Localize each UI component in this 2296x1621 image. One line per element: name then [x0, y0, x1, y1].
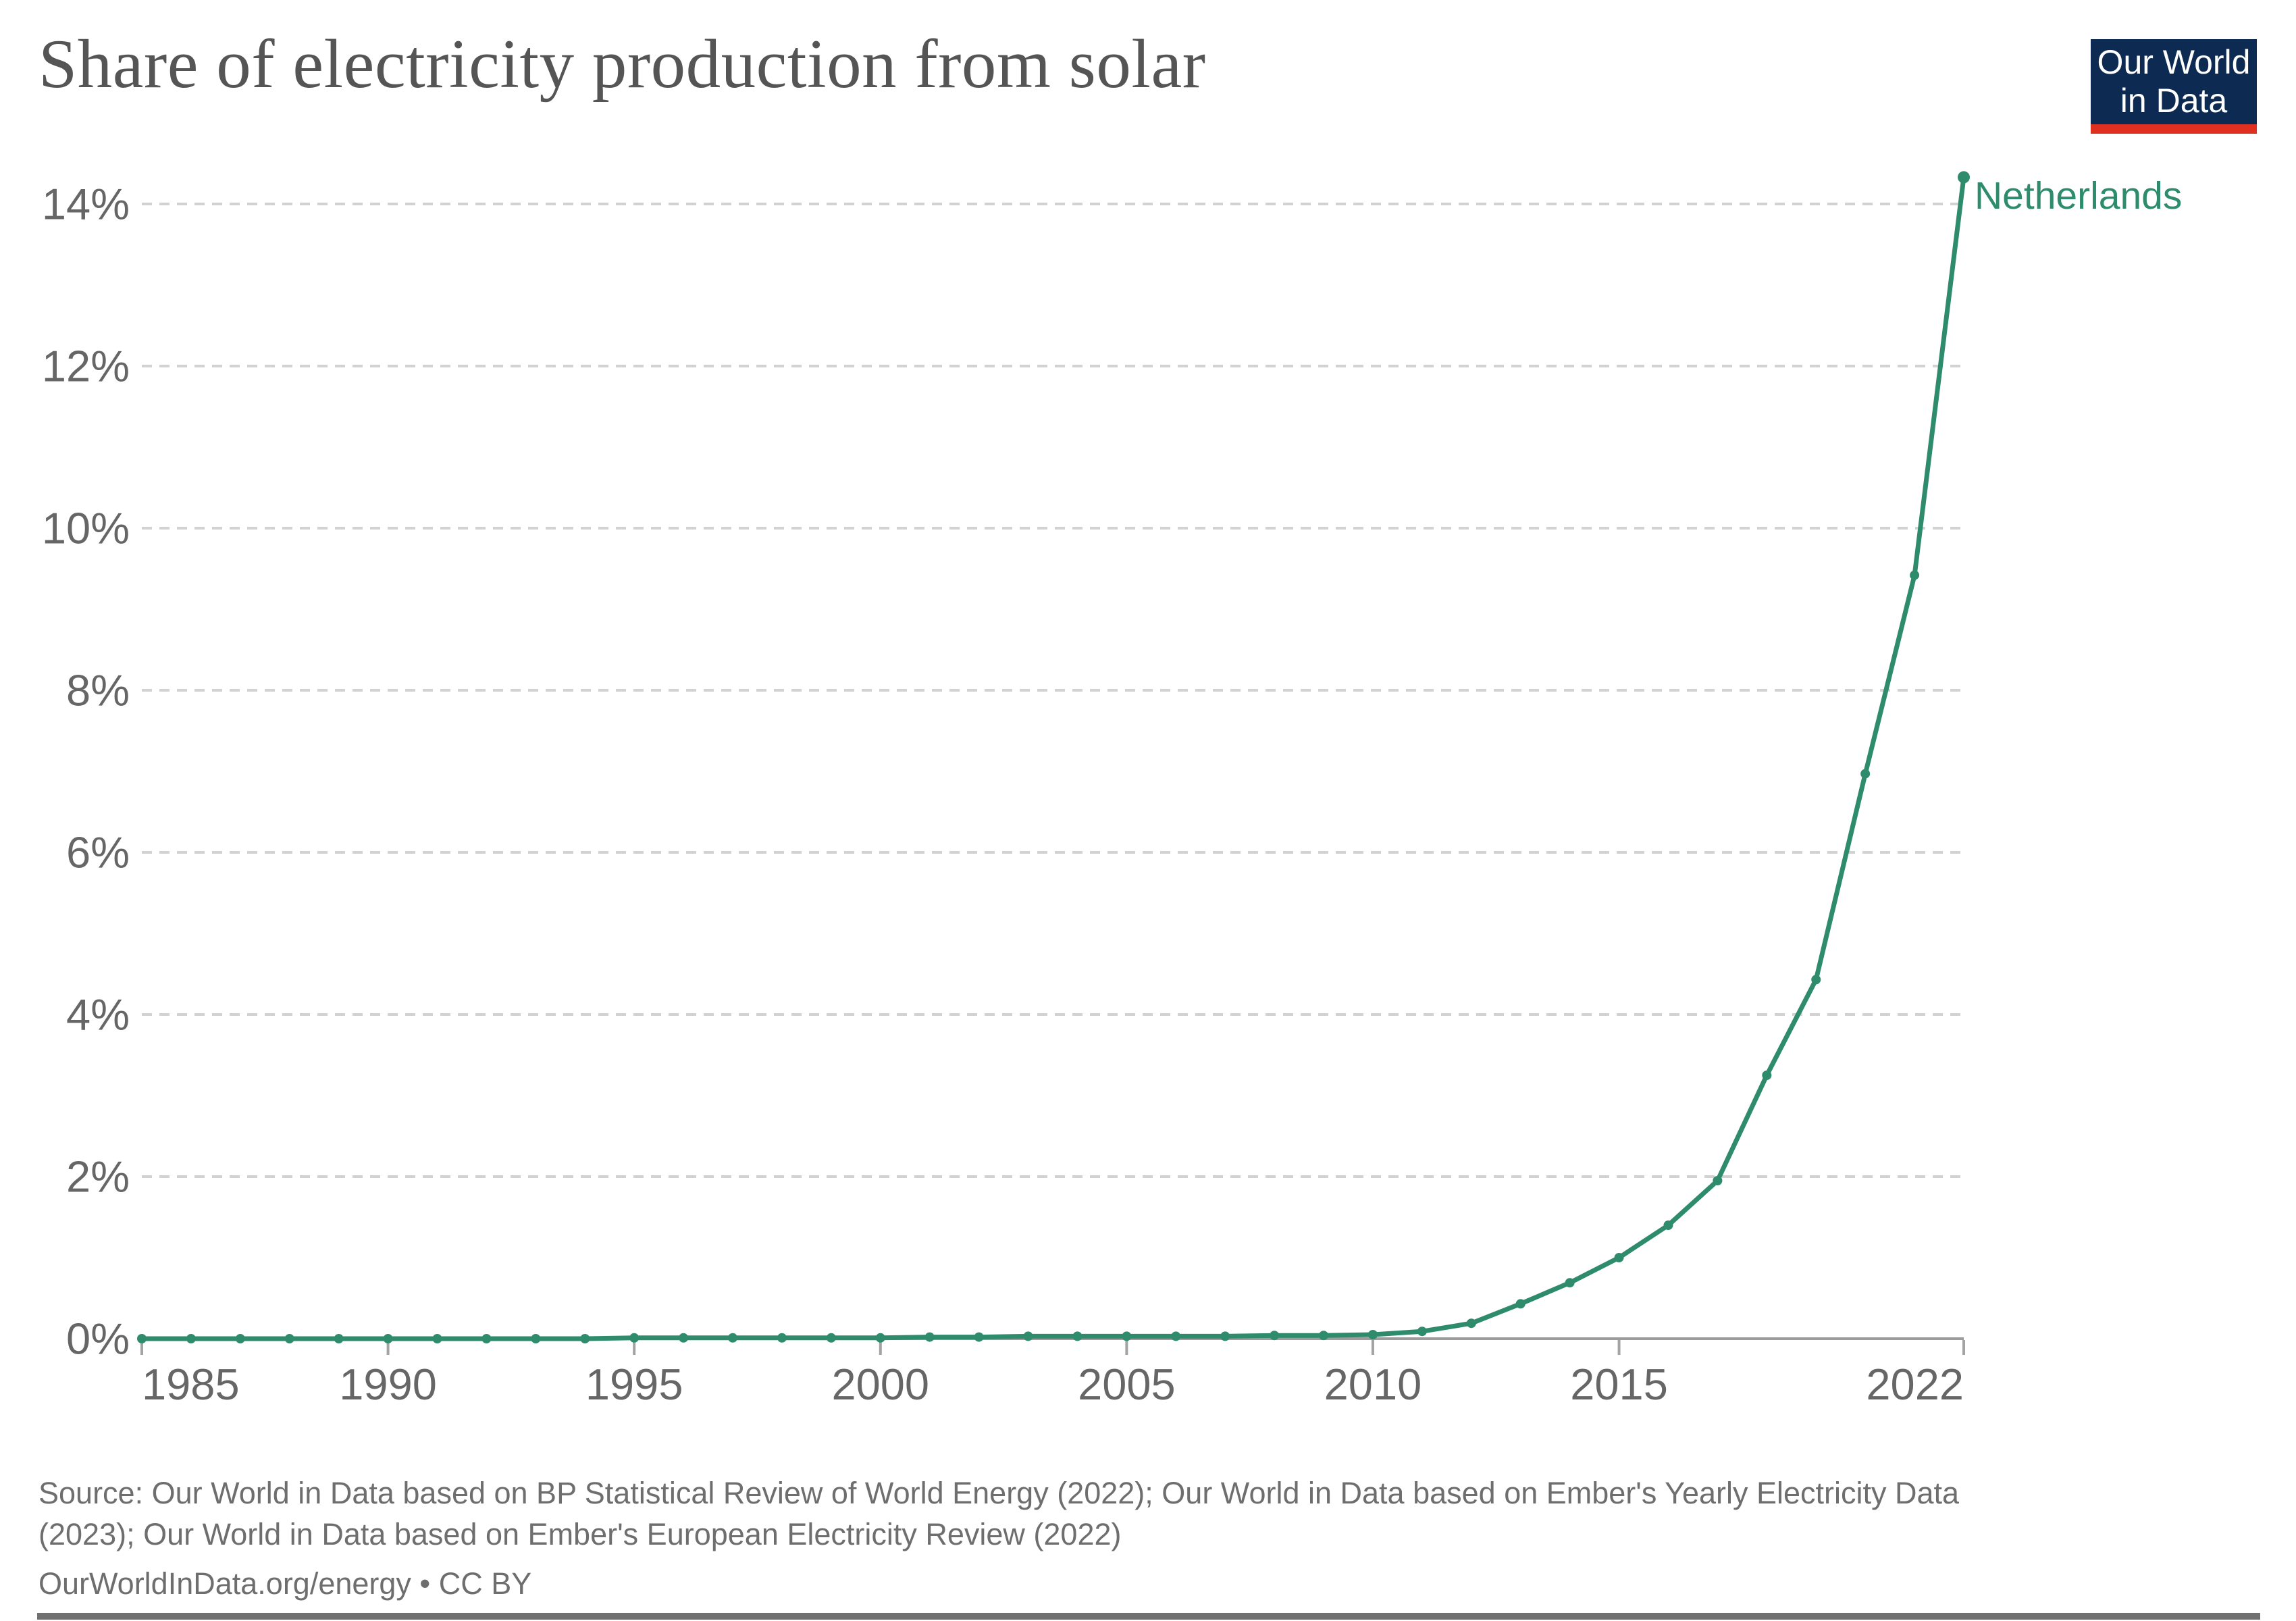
- data-point-2005[interactable]: [1122, 1331, 1132, 1341]
- data-point-2021[interactable]: [1910, 570, 1920, 580]
- data-point-2022[interactable]: [1958, 171, 1970, 184]
- series-label-netherlands[interactable]: Netherlands: [1975, 174, 2182, 217]
- data-point-1986[interactable]: [186, 1334, 196, 1343]
- y-axis-label-14pct: 14%: [42, 180, 130, 229]
- data-point-1990[interactable]: [383, 1334, 393, 1343]
- x-axis-label-1995: 1995: [585, 1360, 683, 1409]
- series-line-netherlands[interactable]: [139, 174, 1966, 1341]
- data-point-1998[interactable]: [777, 1333, 787, 1343]
- data-point-2010[interactable]: [1367, 1330, 1378, 1339]
- data-point-2011[interactable]: [1417, 1327, 1427, 1337]
- y-axis-label-8pct: 8%: [66, 666, 130, 715]
- y-axis-label-10pct: 10%: [42, 504, 130, 553]
- owid-logo[interactable]: Our World in Data: [2091, 39, 2257, 134]
- x-axis-label-2010: 2010: [1324, 1360, 1422, 1409]
- y-axis-label-2pct: 2%: [66, 1152, 130, 1202]
- data-point-2003[interactable]: [1023, 1331, 1033, 1341]
- y-axis-label-12pct: 12%: [42, 342, 130, 391]
- data-point-1987[interactable]: [235, 1334, 245, 1343]
- data-point-2016[interactable]: [1663, 1220, 1673, 1230]
- data-point-1997[interactable]: [728, 1333, 738, 1343]
- data-point-1994[interactable]: [580, 1334, 590, 1343]
- data-point-2009[interactable]: [1319, 1331, 1329, 1341]
- x-axis-label-2015: 2015: [1570, 1360, 1668, 1409]
- owid-logo-red-stripe: [2091, 124, 2257, 134]
- x-axis-label-2022: 2022: [1866, 1360, 1964, 1409]
- x-axis-label-1990: 1990: [339, 1360, 437, 1409]
- data-point-2000[interactable]: [875, 1333, 885, 1343]
- x-axis-label-1985: 1985: [142, 1360, 240, 1409]
- source-note: Source: Our World in Data based on BP St…: [38, 1472, 2260, 1604]
- page-title: Share of electricity production from sol…: [38, 26, 1206, 103]
- data-point-2007[interactable]: [1220, 1331, 1230, 1341]
- data-point-1988[interactable]: [284, 1334, 294, 1343]
- data-point-2018[interactable]: [1762, 1071, 1772, 1080]
- source-line-1: Source: Our World in Data based on BP St…: [38, 1476, 1960, 1510]
- data-point-2006[interactable]: [1171, 1331, 1181, 1341]
- data-point-2017[interactable]: [1713, 1176, 1723, 1185]
- data-point-1992[interactable]: [481, 1334, 492, 1343]
- source-license-line[interactable]: OurWorldInData.org/energy • CC BY: [38, 1566, 532, 1601]
- x-axis-label-2005: 2005: [1078, 1360, 1176, 1409]
- y-axis-label-6pct: 6%: [66, 828, 130, 877]
- data-point-1989[interactable]: [334, 1334, 344, 1343]
- data-point-2014[interactable]: [1565, 1278, 1575, 1288]
- y-axis-label-0pct: 0%: [66, 1314, 130, 1364]
- data-point-2013[interactable]: [1515, 1299, 1525, 1309]
- data-point-2020[interactable]: [1860, 769, 1871, 779]
- data-point-2002[interactable]: [974, 1332, 984, 1342]
- data-point-2012[interactable]: [1466, 1318, 1476, 1329]
- bottom-border: [37, 1613, 2260, 1620]
- data-point-2019[interactable]: [1811, 975, 1821, 985]
- owid-logo-line2: in Data: [2120, 82, 2228, 120]
- y-axis-label-4pct: 4%: [66, 990, 130, 1039]
- data-point-2004[interactable]: [1072, 1331, 1082, 1341]
- data-point-1991[interactable]: [432, 1334, 442, 1343]
- source-line-2: (2023); Our World in Data based on Ember…: [38, 1517, 1122, 1551]
- data-point-1996[interactable]: [679, 1333, 689, 1343]
- data-point-2008[interactable]: [1270, 1331, 1280, 1341]
- data-point-1999[interactable]: [826, 1333, 836, 1343]
- data-point-2001[interactable]: [924, 1332, 935, 1342]
- x-axis-label-2000: 2000: [831, 1360, 929, 1409]
- data-point-1995[interactable]: [629, 1333, 640, 1343]
- owid-logo-line1: Our World: [2097, 43, 2251, 81]
- data-point-1993[interactable]: [531, 1334, 541, 1343]
- data-point-1985[interactable]: [137, 1334, 147, 1343]
- data-point-2015[interactable]: [1614, 1253, 1624, 1262]
